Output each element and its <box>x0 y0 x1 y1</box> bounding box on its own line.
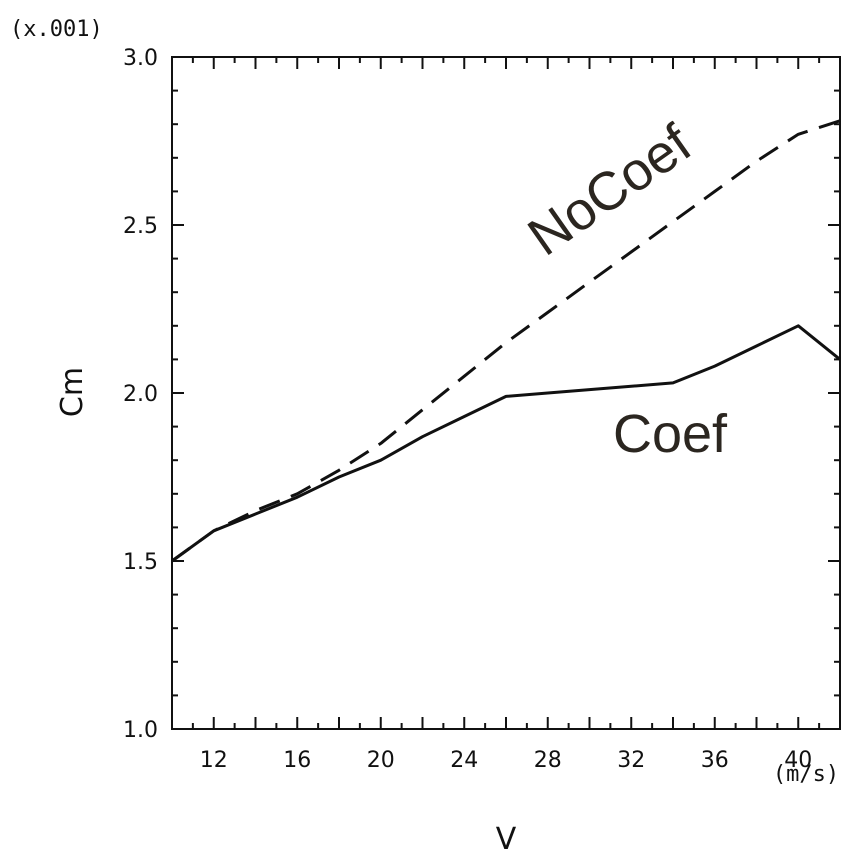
plot-frame <box>171 56 841 730</box>
x-tick-label: 28 <box>534 748 562 773</box>
y-axis-label: Cm <box>55 367 90 417</box>
y-tick-label: 3.0 <box>123 46 158 71</box>
y-scale-label: (x.001) <box>10 17 103 42</box>
x-tick-label: 16 <box>283 748 311 773</box>
series-line-nocoef <box>171 119 841 563</box>
x-tick-label: 36 <box>701 748 729 773</box>
series-line-coef <box>171 324 841 563</box>
x-axis-unit: (m/s) <box>773 762 839 787</box>
y-tick-label: 2.0 <box>123 382 158 407</box>
y-tick-label: 1.5 <box>123 550 158 575</box>
tick-labels: 12 16 20 24 28 32 36 40 1.0 1.5 2.0 2.5 3.0 <box>123 46 812 773</box>
y-tick-label: 1.0 <box>123 718 158 743</box>
series-label-nocoef: NoCoef <box>517 113 702 268</box>
axis-ticks <box>171 56 841 730</box>
y-tick-label: 2.5 <box>123 214 158 239</box>
series-label-coef: Coef <box>613 404 728 464</box>
x-tick-label: 32 <box>617 748 645 773</box>
x-tick-label: 20 <box>367 748 395 773</box>
x-tick-label: 24 <box>450 748 478 773</box>
x-axis-label: V <box>496 822 517 856</box>
x-tick-label: 40 <box>784 748 812 773</box>
series-lines <box>171 119 841 563</box>
x-tick-label: 12 <box>200 748 228 773</box>
